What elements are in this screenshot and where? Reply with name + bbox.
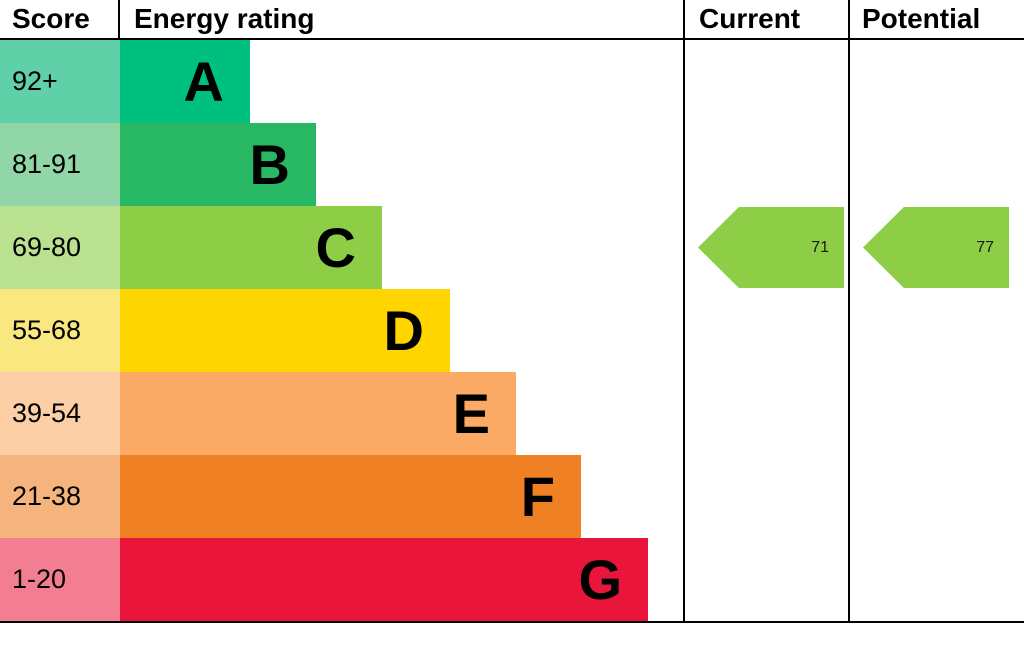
band-row-g: 1-20 G [0,538,683,621]
band-score-a: 92+ [0,40,120,123]
band-rows: 92+ A 81-91 B 69-80 C 55-68 D 39-54 [0,40,683,621]
band-bar-c: C [120,206,382,289]
band-score-b: 81-91 [0,123,120,206]
current-column-header: Current [699,3,801,34]
bottom-divider [0,621,1024,623]
current-rating-arrow: 71 [698,207,844,288]
band-bar-e: E [120,372,516,455]
band-letter-e: E [452,381,490,445]
band-bar-f: F [120,455,581,538]
potential-rating-value: 77 [976,238,994,256]
band-bar-d: D [120,289,450,372]
band-letter-c: C [315,215,356,279]
band-bar-a: A [120,40,250,123]
current-column: 71 [683,0,848,623]
band-row-e: 39-54 E [0,372,683,455]
band-row-f: 21-38 F [0,455,683,538]
band-score-c: 69-80 [0,206,120,289]
potential-rating-arrow: 77 [863,207,1009,288]
score-column-header: Score [0,0,120,38]
band-row-d: 55-68 D [0,289,683,372]
band-row-c: 69-80 C [0,206,683,289]
band-score-g: 1-20 [0,538,120,621]
band-score-d: 55-68 [0,289,120,372]
potential-column-header: Potential [862,3,981,34]
energy-rating-column-header: Energy rating [134,3,315,34]
band-letter-b: B [249,132,290,196]
band-row-b: 81-91 B [0,123,683,206]
band-letter-f: F [520,464,555,528]
band-bar-g: G [120,538,648,621]
band-letter-a: A [183,49,224,113]
band-score-f: 21-38 [0,455,120,538]
band-row-a: 92+ A [0,40,683,123]
band-letter-g: G [578,547,622,611]
current-rating-value: 71 [811,238,829,256]
band-score-e: 39-54 [0,372,120,455]
band-bar-b: B [120,123,316,206]
potential-column: 77 [848,0,1024,623]
band-letter-d: D [383,298,424,362]
chart-header: Score Energy rating Current Potential [0,0,1024,40]
